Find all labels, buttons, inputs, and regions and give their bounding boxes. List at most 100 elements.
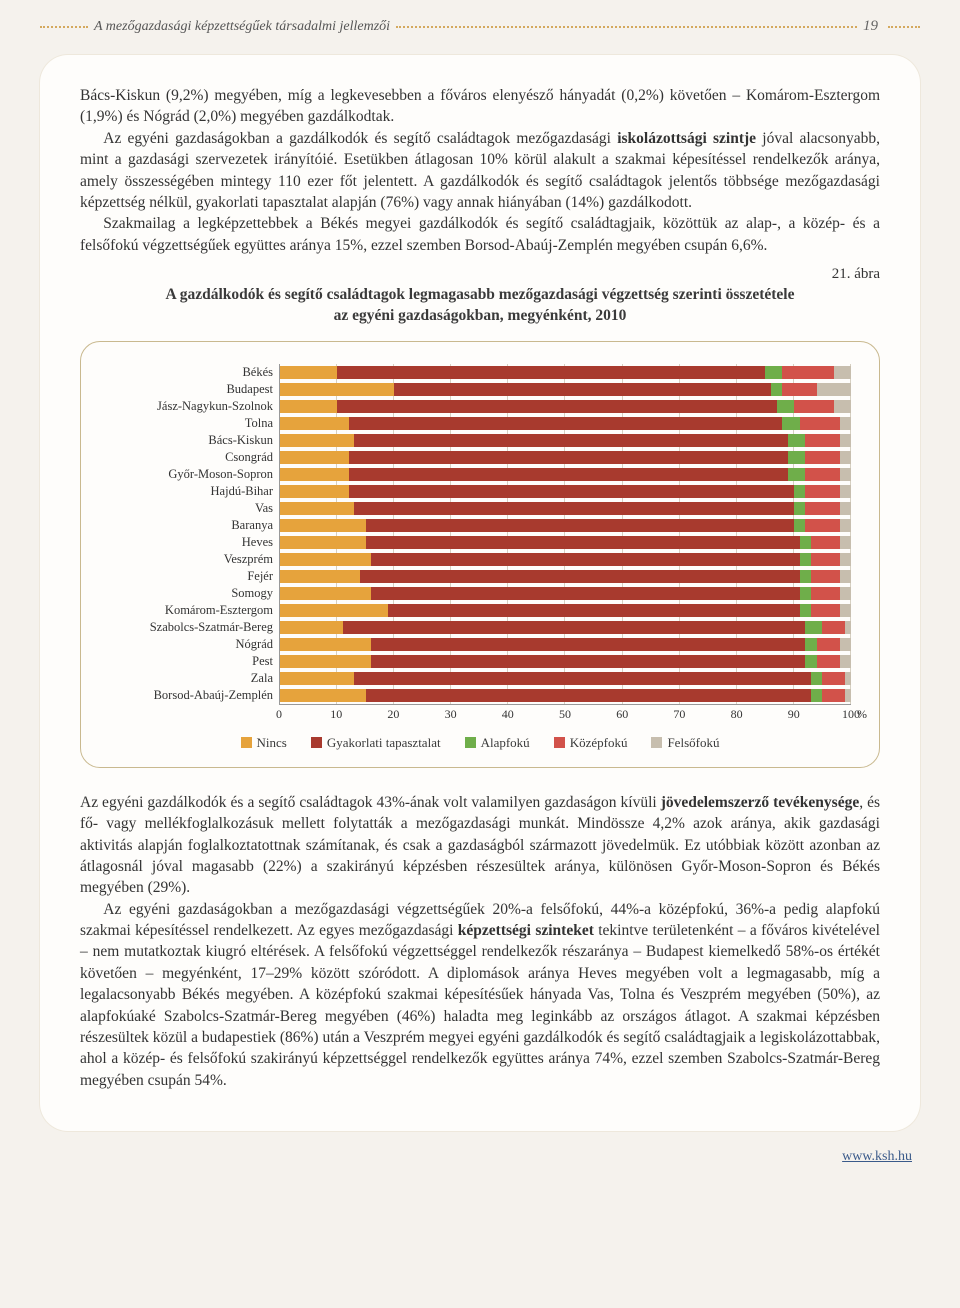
legend-item: Gyakorlati tapasztalat [311,735,441,751]
chart-segment [840,655,851,668]
legend-swatch [651,737,662,748]
chart-row: Jász-Nagykun-Szolnok [109,398,851,415]
chart-segment [280,655,371,668]
chart-container: Békés Budapest Jász-Nagykun-Szolnok TolnaBá… [80,341,880,768]
chart-segment [817,383,851,396]
figure-title: A gazdálkodók és segítő családtagok legm… [80,285,880,327]
chart-segment [366,519,794,532]
chart-category-label: Csongrád [109,450,279,465]
chart-segment [805,485,839,498]
chart-segment [782,417,799,430]
body-text-upper: Bács-Kiskun (9,2%) megyében, míg a legke… [80,85,880,256]
chart-row: Győr-Moson-Sopron [109,466,851,483]
chart-segment [280,536,366,549]
chart-category-label: Békés [109,365,279,380]
legend-label: Alapfokú [481,735,530,751]
chart-segment [777,400,794,413]
chart-category-label: Vas [109,501,279,516]
chart-row: Heves [109,534,851,551]
chart-segment [280,485,349,498]
chart-segment [349,451,789,464]
legend-label: Gyakorlati tapasztalat [327,735,441,751]
chart-segment [845,672,851,685]
chart-segment [794,519,805,532]
chart-segment [840,451,851,464]
chart-segment [280,434,354,447]
chart-segment [349,485,794,498]
chart-segment [337,366,765,379]
chart-row: Békés [109,364,851,381]
chart-segment [280,502,354,515]
chart-segment [817,638,840,651]
chart-bar-area [279,653,851,670]
chart-segment [840,434,851,447]
chart-category-label: Győr-Moson-Sopron [109,467,279,482]
chart-segment [280,689,366,702]
chart-segment [840,468,851,481]
chart-segment [782,383,816,396]
x-axis-tick: 90 [788,707,800,722]
chart-bar-area [279,585,851,602]
chart-bar-area [279,636,851,653]
legend-swatch [465,737,476,748]
chart-segment [811,553,840,566]
legend-label: Nincs [257,735,287,751]
chart-segment [800,587,811,600]
chart-category-label: Tolna [109,416,279,431]
chart-segment [840,604,851,617]
chart-segment [840,587,851,600]
legend-swatch [311,737,322,748]
chart-bar-area [279,670,851,687]
chart-segment [811,587,840,600]
chart-segment [822,689,845,702]
chart-row: Vas [109,500,851,517]
chart-x-axis: 0102030405060708090100% [109,707,851,725]
chart-segment [800,553,811,566]
chart-segment [805,502,839,515]
chart-bar-area [279,534,851,551]
chart-row: Veszprém [109,551,851,568]
chart-row: Komárom-Esztergom [109,602,851,619]
header-title: A mezőgazdasági képzettségűek társadalmi… [94,19,390,35]
chart-segment [840,536,851,549]
chart-bar-area [279,551,851,568]
chart-segment [834,400,851,413]
chart-category-label: Somogy [109,586,279,601]
chart-segment [805,451,839,464]
chart-row: Csongrád [109,449,851,466]
chart-category-label: Budapest [109,382,279,397]
chart-bar-area [279,432,851,449]
x-axis-tick: 70 [673,707,685,722]
chart-segment [280,621,343,634]
chart-row: Bács-Kiskun [109,432,851,449]
chart-segment [280,587,371,600]
chart-segment [765,366,782,379]
chart-category-label: Fejér [109,569,279,584]
chart-bar-area [279,381,851,398]
chart-bar-area [279,568,851,585]
legend-item: Középfokú [554,735,628,751]
chart-row: Fejér [109,568,851,585]
chart-segment [280,570,360,583]
paragraph-3: Szakmailag a legképzettebbek a Békés meg… [80,213,880,256]
chart-segment [811,689,822,702]
chart-segment [840,519,851,532]
figure-label: 21. ábra [80,266,880,283]
chart-segment [805,655,816,668]
chart-row: Szabolcs-Szatmár-Bereg [109,619,851,636]
chart-category-label: Heves [109,535,279,550]
x-axis-tick: 10 [330,707,342,722]
chart-segment [280,383,394,396]
chart-category-label: Jász-Nagykun-Szolnok [109,399,279,414]
chart-segment [771,383,782,396]
chart-category-label: Hajdú-Bihar [109,484,279,499]
chart-category-label: Szabolcs-Szatmár-Bereg [109,620,279,635]
chart-segment [822,672,845,685]
chart-segment [280,519,366,532]
chart-bar-area [279,466,851,483]
chart-category-label: Pest [109,654,279,669]
footer-url[interactable]: www.ksh.hu [0,1131,960,1183]
x-axis-tick: 0 [276,707,282,722]
chart-segment [845,621,851,634]
chart-segment [805,468,839,481]
